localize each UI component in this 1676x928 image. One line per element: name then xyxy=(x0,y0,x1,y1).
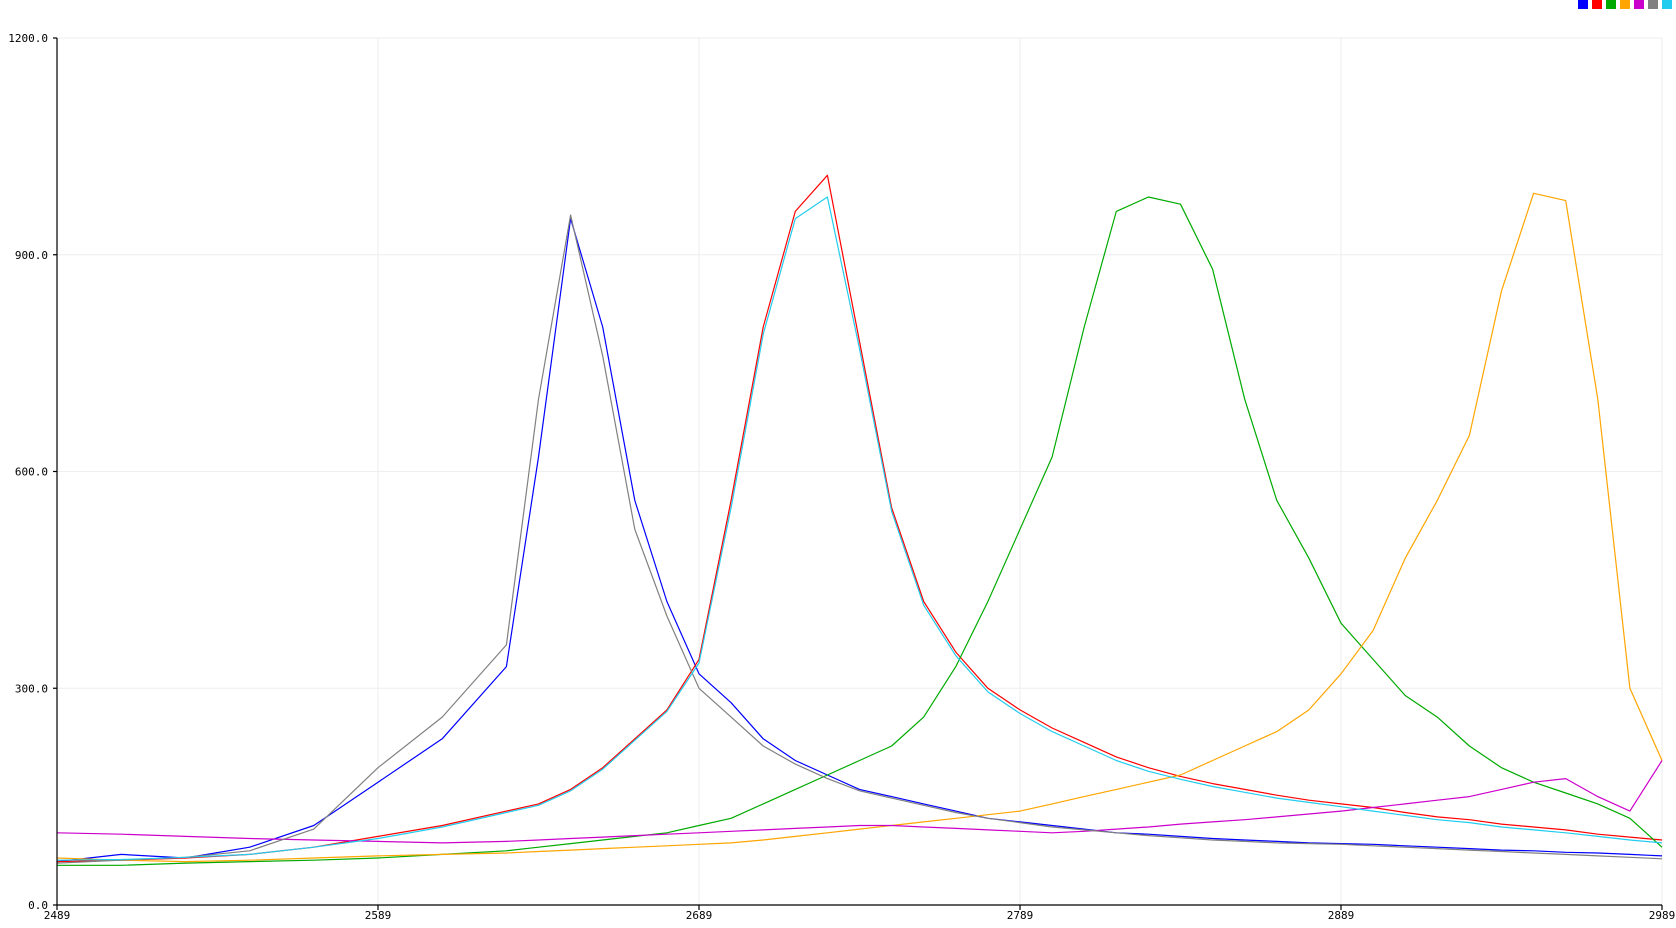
axes xyxy=(53,37,1663,910)
x-tick-label: 2989 xyxy=(1649,909,1676,922)
series-line-5 xyxy=(56,760,1663,844)
series-line-6 xyxy=(56,214,1663,864)
tick-labels: 2489 2589 2689 2789 2889 2989 0.0 300.0 600.0 900… xyxy=(8,32,1675,922)
series-line-3 xyxy=(57,196,1663,866)
legend-swatch-3 xyxy=(1606,0,1616,9)
series-line-2 xyxy=(56,174,1663,863)
gridlines xyxy=(57,37,1663,905)
legend-swatch-4 xyxy=(1620,0,1630,9)
y-tick-label: 1200.0 xyxy=(8,32,48,45)
series-line-1 xyxy=(56,218,1663,863)
y-tick-label: 0.0 xyxy=(28,899,48,912)
x-tick-label: 2489 xyxy=(44,909,71,922)
x-tick-label: 2589 xyxy=(365,909,392,922)
legend-swatch-7 xyxy=(1662,0,1672,9)
legend-swatch-2 xyxy=(1592,0,1602,9)
legend-swatch-1 xyxy=(1578,0,1588,9)
y-tick-label: 900.0 xyxy=(15,249,48,262)
series-line-7 xyxy=(56,196,1663,861)
series-line-4 xyxy=(56,192,1663,863)
legend-swatch-5 xyxy=(1634,0,1644,9)
x-tick-label: 2889 xyxy=(1328,909,1355,922)
x-tick-label: 2789 xyxy=(1007,909,1034,922)
y-tick-label: 300.0 xyxy=(15,682,48,695)
y-tick-label: 600.0 xyxy=(15,466,48,479)
legend xyxy=(1578,0,1672,9)
series-lines xyxy=(56,174,1663,866)
x-tick-label: 2689 xyxy=(686,909,713,922)
legend-swatch-6 xyxy=(1648,0,1658,9)
